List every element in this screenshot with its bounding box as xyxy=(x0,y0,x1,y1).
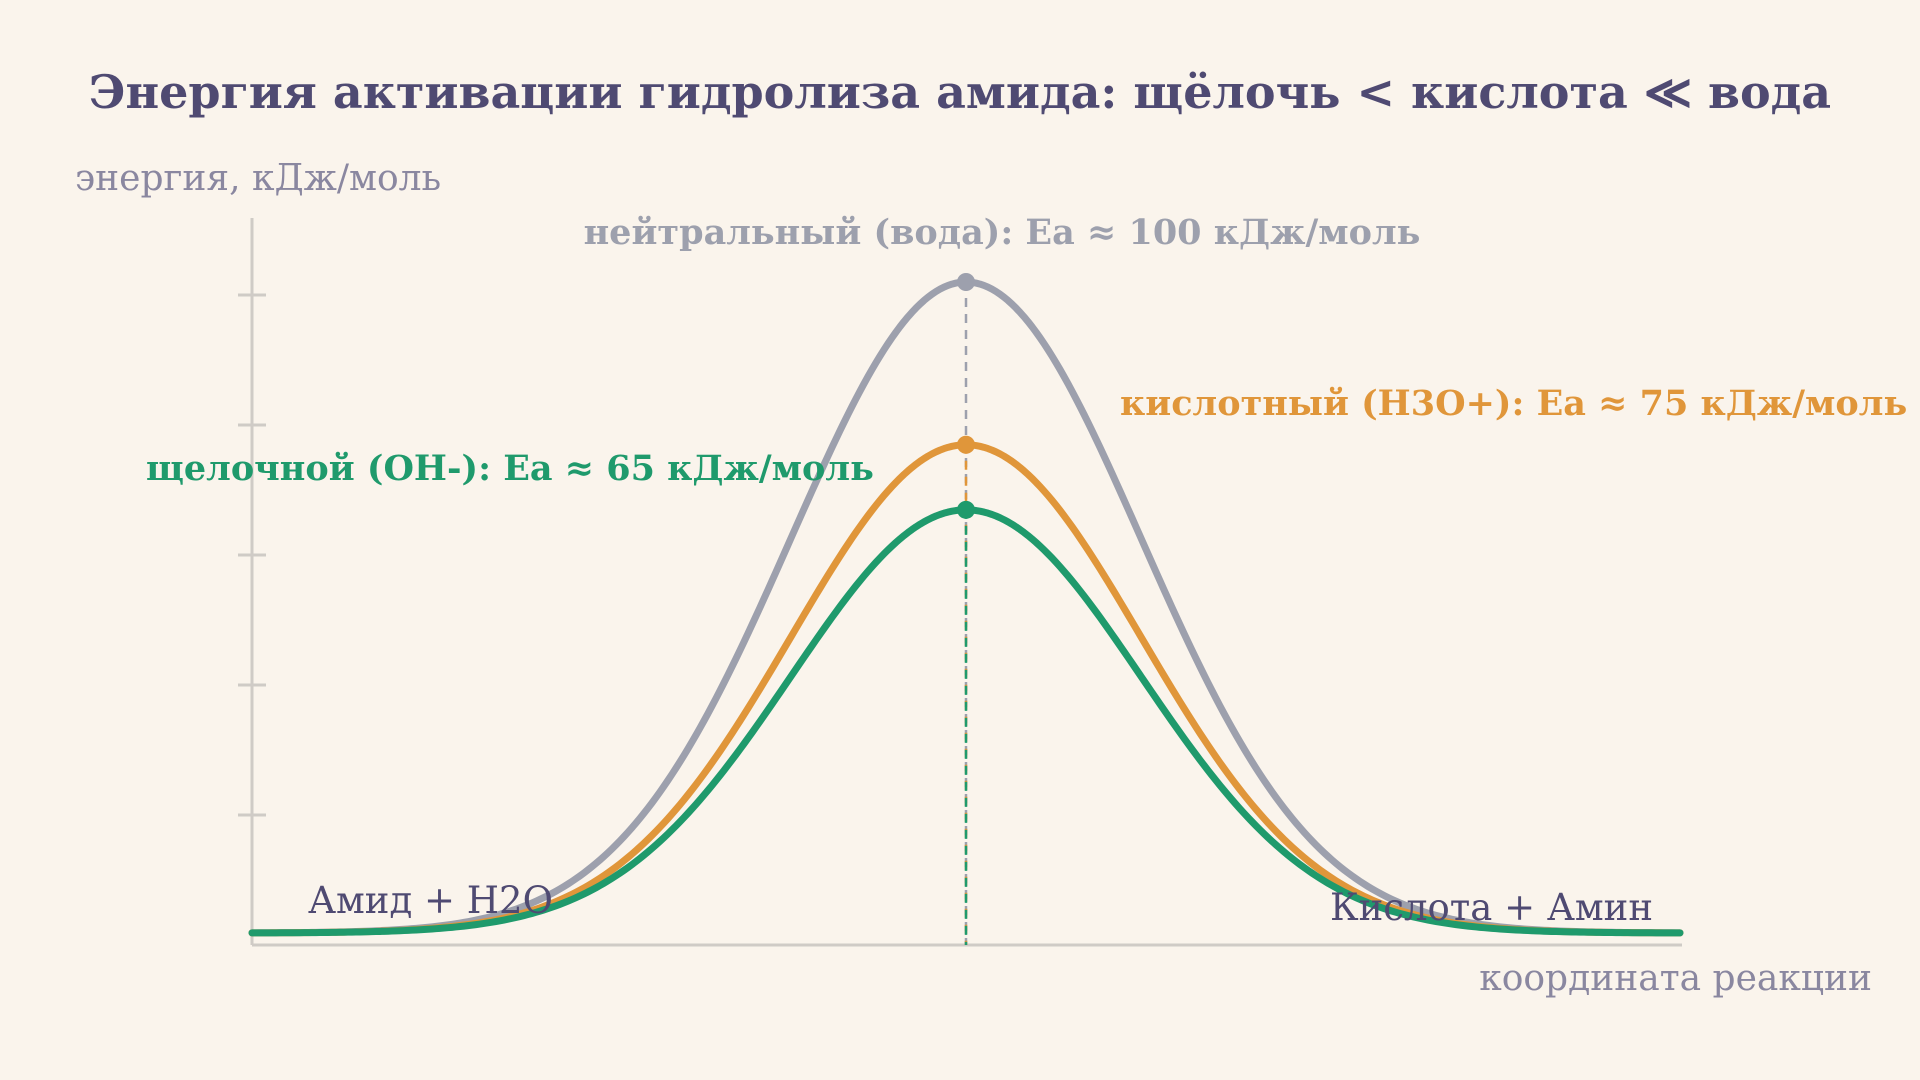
reactants-label: Амид + H2O xyxy=(308,879,553,922)
peak-point-neutral xyxy=(957,273,975,291)
transition-state-markers xyxy=(957,273,975,945)
series-label-neutral: нейтральный (вода): Ea ≈ 100 кДж/моль xyxy=(584,212,1421,253)
y-axis-ticks xyxy=(238,293,266,817)
series-label-acidic: кислотный (H3O+): Ea ≈ 75 кДж/моль xyxy=(1120,383,1907,424)
x-axis-label: координата реакции xyxy=(1479,958,1872,999)
peak-point-basic xyxy=(957,500,975,519)
series-label-basic: щелочной (OH-): Ea ≈ 65 кДж/моль xyxy=(146,448,874,489)
y-axis-label: энергия, кДж/моль xyxy=(75,158,441,199)
chart-title: Энергия активации гидролиза амида: щёлоч… xyxy=(89,65,1831,119)
peak-point-acidic xyxy=(957,435,975,454)
products-label: Кислота + Амин xyxy=(1330,886,1653,929)
